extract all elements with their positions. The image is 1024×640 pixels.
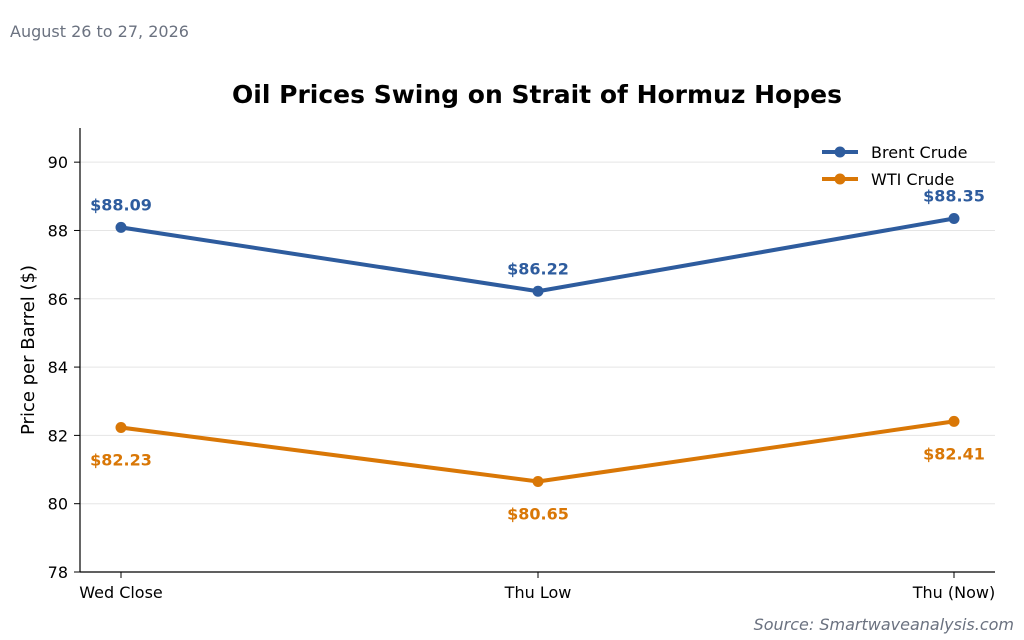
y-tick-label: 90 [48,153,68,172]
data-label: $88.35 [923,187,985,206]
data-label: $88.09 [90,195,152,214]
date-range: August 26 to 27, 2026 [10,22,189,41]
y-tick-label: 80 [48,495,68,514]
y-tick-label: 78 [48,563,68,582]
source-note: Source: Smartwaveanalysis.com [753,615,1014,634]
data-label: $82.23 [90,451,152,470]
y-tick-label: 86 [48,290,68,309]
data-point [948,415,960,427]
data-label: $86.22 [507,259,569,278]
y-tick-label: 82 [48,426,68,445]
grid-lines [80,161,995,505]
data-label: $82.41 [923,444,985,463]
legend-marker [834,146,846,158]
data-point [532,285,544,297]
series-line [120,419,955,484]
data-point [115,221,127,233]
legend: Brent Crude WTI Crude [822,143,967,189]
data-point [948,213,960,225]
legend-marker [834,173,846,185]
chart-title: Oil Prices Swing on Strait of Hormuz Hop… [232,80,842,109]
axes: 78 80 82 84 86 88 90 Wed Close Thu Low Thu (Now) [48,128,995,602]
data-point [532,475,544,487]
legend-entry: Brent Crude [871,143,967,162]
series-line [120,216,955,294]
y-tick-label: 84 [48,358,68,377]
x-tick-label: Thu Low [504,583,572,602]
series-group: $88.09 $86.22 $88.35 $82.23 $80.65 $82.41 [90,187,985,524]
x-tick-label: Thu (Now) [912,583,995,602]
data-label: $80.65 [507,504,569,523]
x-tick-label: Wed Close [79,583,163,602]
y-tick-label: 88 [48,221,68,240]
data-point [115,422,127,434]
y-axis-label: Price per Barrel ($) [18,265,39,435]
legend-entry: WTI Crude [871,170,954,189]
